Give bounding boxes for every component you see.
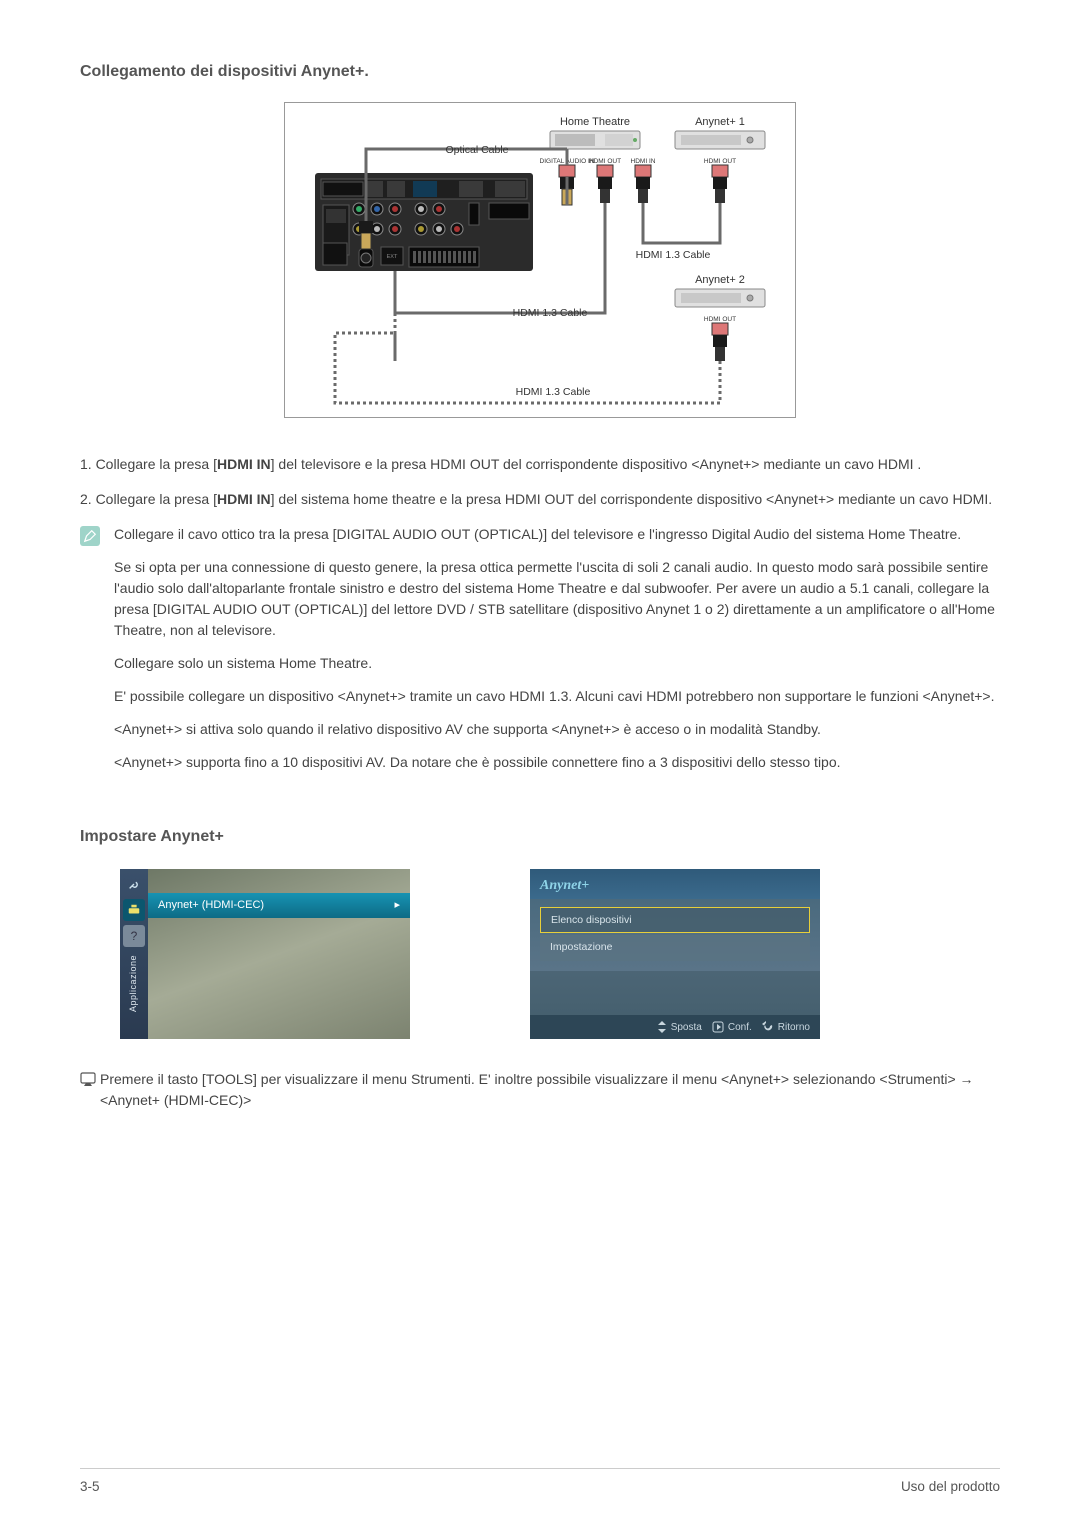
- sidebar-icon-anynet: [123, 899, 145, 921]
- note-4: E' possibile collegare un dispositivo <A…: [114, 686, 1000, 707]
- hdmi-cable-text-1: HDMI 1.3 Cable: [636, 249, 711, 261]
- foot-return: Ritorno: [762, 1020, 810, 1035]
- sidebar-label: Applicazione: [127, 955, 141, 1012]
- shot1-menu-item: Anynet+ (HDMI-CEC) ▸: [148, 893, 410, 918]
- connection-diagram: Home Theatre Anynet+ 1 DIGITAL AUDIO IN …: [284, 102, 796, 418]
- step-1: 1. Collegare la presa [HDMI IN] del tele…: [80, 454, 1000, 475]
- tools-text: Premere il tasto [TOOLS] per visualizzar…: [100, 1069, 1000, 1111]
- notes-body: Collegare il cavo ottico tra la presa [D…: [114, 524, 1000, 785]
- sidebar-icon-help: ?: [123, 925, 145, 947]
- note-icon: [80, 526, 100, 546]
- screenshot-anynet-menu: Anynet+ Elenco dispositivi Impostazione …: [530, 869, 820, 1039]
- note-1: Collegare il cavo ottico tra la presa [D…: [114, 524, 1000, 545]
- notes-block: Collegare il cavo ottico tra la presa [D…: [80, 524, 1000, 785]
- optical-cable-text: Optical Cable: [445, 144, 508, 156]
- svg-text:HDMI IN: HDMI IN: [631, 158, 656, 165]
- tools-tip: Premere il tasto [TOOLS] per visualizzar…: [80, 1069, 1000, 1111]
- note-5: <Anynet+> si attiva solo quando il relat…: [114, 719, 1000, 740]
- home-theatre-label: Home Theatre: [560, 116, 630, 128]
- note-6: <Anynet+> supporta fino a 10 dispositivi…: [114, 752, 1000, 773]
- hdmi-cable-text-3: HDMI 1.3 Cable: [516, 386, 591, 398]
- step-2: 2. Collegare la presa [HDMI IN] del sist…: [80, 489, 1000, 510]
- diagram-container: Home Theatre Anynet+ 1 DIGITAL AUDIO IN …: [80, 102, 1000, 424]
- note-3: Collegare solo un sistema Home Theatre.: [114, 653, 1000, 674]
- section-heading-2: Impostare Anynet+: [80, 825, 1000, 849]
- foot-conf: Conf.: [712, 1020, 752, 1035]
- svg-text:EXT: EXT: [387, 254, 398, 260]
- footer-page-number: 3-5: [80, 1477, 100, 1497]
- tools-icon: [80, 1072, 96, 1086]
- screenshot-application-menu: ? Applicazione Anynet+ (HDMI-CEC) ▸: [120, 869, 410, 1039]
- sidebar-icon-tool: [123, 873, 145, 895]
- brand-logo-text: Anynet+: [540, 878, 589, 893]
- shot2-list: Elenco dispositivi Impostazione: [530, 899, 820, 971]
- anynet2-label: Anynet+ 2: [695, 274, 745, 286]
- anynet1-label: Anynet+ 1: [695, 116, 745, 128]
- shot1-item-label: Anynet+ (HDMI-CEC): [158, 897, 264, 914]
- note-2: Se si opta per una connessione di questo…: [114, 557, 1000, 641]
- hdmi-cable-text-2: HDMI 1.3 Cable: [513, 307, 588, 319]
- screenshots-row: ? Applicazione Anynet+ (HDMI-CEC) ▸ Anyn…: [120, 869, 1000, 1039]
- shot2-footer: Sposta Conf. Ritorno: [530, 1015, 820, 1039]
- section-heading: Collegamento dei dispositivi Anynet+.: [80, 60, 1000, 84]
- svg-text:HDMI OUT: HDMI OUT: [589, 158, 621, 165]
- svg-text:HDMI OUT: HDMI OUT: [704, 316, 736, 323]
- shot1-body: Anynet+ (HDMI-CEC) ▸: [148, 869, 410, 1039]
- page-footer: 3-5 Uso del prodotto: [80, 1468, 1000, 1497]
- menu-item-setup: Impostazione: [540, 935, 810, 961]
- chevron-right-icon: ▸: [394, 897, 400, 914]
- foot-move: Sposta: [657, 1020, 702, 1035]
- svg-text:HDMI OUT: HDMI OUT: [704, 158, 736, 165]
- menu-item-device-list: Elenco dispositivi: [540, 907, 810, 933]
- shot1-sidebar: ? Applicazione: [120, 869, 148, 1039]
- footer-section-title: Uso del prodotto: [901, 1477, 1000, 1497]
- shot2-header: Anynet+: [530, 869, 820, 899]
